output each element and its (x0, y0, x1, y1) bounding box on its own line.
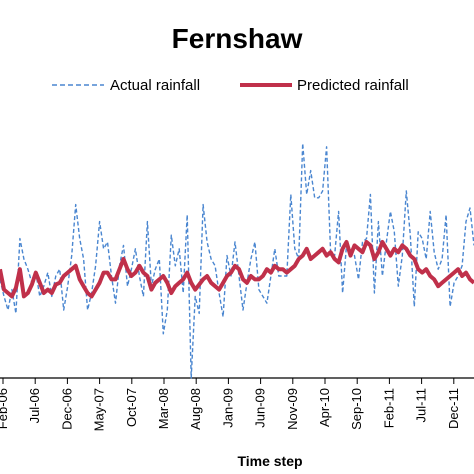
legend: Actual rainfall Predicted rainfall (52, 77, 409, 94)
series-line (0, 240, 474, 299)
series-actual-rainfall (0, 142, 474, 379)
x-tick-label: Mar-08 (156, 388, 171, 429)
series-line (0, 142, 474, 379)
x-tick-label: May-07 (92, 388, 107, 431)
chart-title: Fernshaw (172, 23, 303, 54)
x-tick-label: Jun-09 (253, 388, 268, 428)
x-tick-label: Dec-06 (59, 388, 74, 430)
plot-area: Feb-06 Jul-06 Dec-06 May-07 Oct-07 Mar-08 Aug-… (0, 142, 474, 431)
x-tick-label: Apr-10 (317, 388, 332, 427)
x-tick-label: Dec-11 (446, 388, 461, 429)
series-predicted-rainfall (0, 240, 474, 299)
x-tick-label: Oct-07 (124, 388, 139, 427)
x-axis-label: Time step (237, 453, 302, 469)
x-tick-label: Feb-11 (381, 388, 396, 428)
legend-label-predicted: Predicted rainfall (297, 77, 409, 94)
x-tick-layer: Feb-06 Jul-06 Dec-06 May-07 Oct-07 Mar-08 Aug-… (0, 378, 461, 431)
x-tick-label: Jul-11 (414, 388, 429, 422)
series-layer (0, 142, 474, 379)
x-tick-label: Sep-10 (349, 388, 364, 430)
legend-label-actual: Actual rainfall (110, 77, 200, 94)
x-tick-label: Jan-09 (220, 388, 235, 428)
x-tick-label: Feb-06 (0, 388, 10, 429)
x-tick-label: Nov-09 (285, 388, 300, 430)
x-tick-label: Aug-08 (188, 388, 203, 430)
x-tick-label: Jul-06 (27, 388, 42, 423)
